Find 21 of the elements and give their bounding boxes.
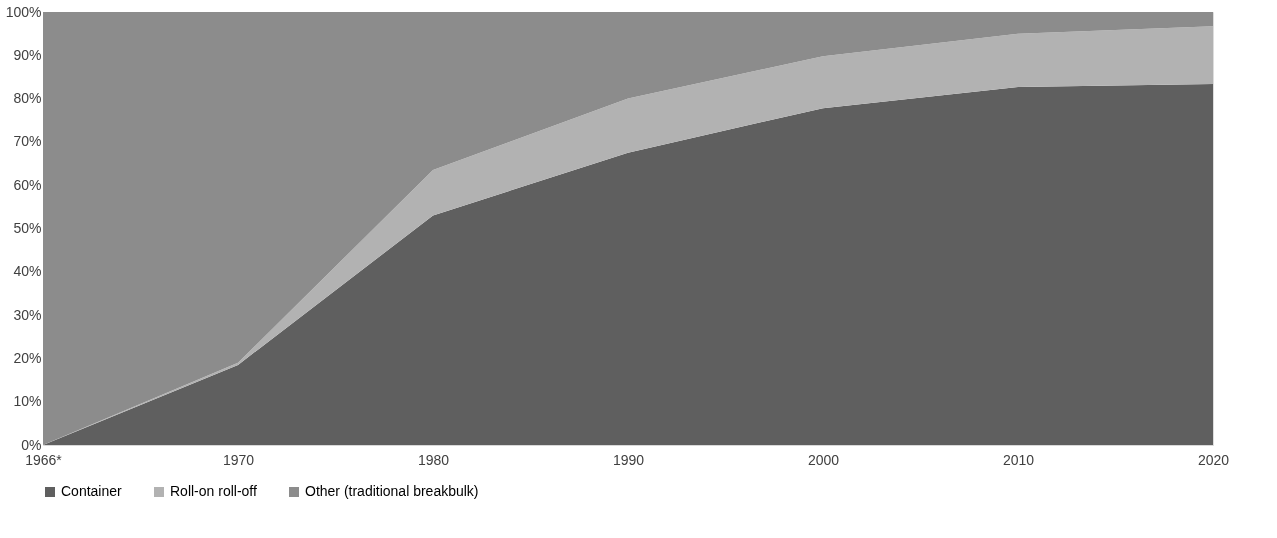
x-tick-label: 1980	[417, 451, 450, 468]
legend-label: Other (traditional breakbulk)	[305, 483, 479, 499]
x-tick-label: 1970	[222, 451, 255, 468]
y-tick-label: 50%	[13, 220, 42, 236]
y-tick-label: 70%	[13, 133, 42, 150]
y-tick-label: 80%	[13, 90, 42, 107]
x-tick-label: 2000	[807, 451, 840, 468]
x-tick-label: 2020	[1197, 451, 1230, 468]
y-tick-label: 60%	[13, 176, 42, 193]
y-tick-label: 20%	[13, 349, 42, 366]
legend-label: Roll-on roll-off	[170, 483, 257, 499]
x-tick-label: 2010	[1002, 451, 1035, 468]
y-tick-label: 0%	[21, 436, 42, 453]
y-tick-label: 30%	[13, 306, 42, 323]
x-tick-label: 1990	[612, 451, 645, 468]
y-tick-label: 100%	[5, 3, 42, 20]
y-tick-label: 40%	[13, 263, 42, 280]
x-tick-label: 1966*	[25, 451, 63, 468]
y-tick-label: 90%	[13, 46, 42, 63]
y-tick-label: 10%	[13, 393, 42, 410]
legend-label: Container	[61, 483, 123, 499]
